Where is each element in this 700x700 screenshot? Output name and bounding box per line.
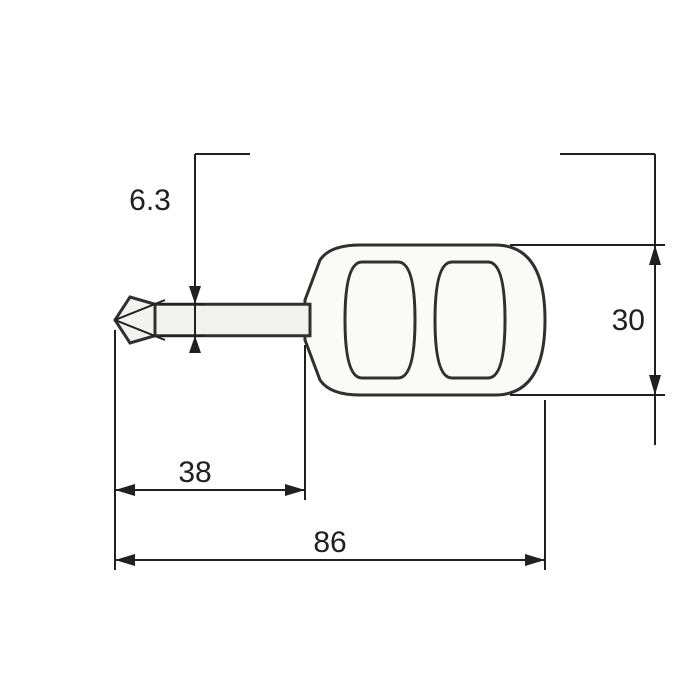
dim-38-arrow-l: [115, 484, 135, 496]
dim-86-arrow-l: [115, 554, 135, 566]
grip-lobe-right: [435, 262, 505, 378]
grip-lobe-left: [345, 262, 415, 378]
tip-outline: [115, 297, 155, 343]
dim-86-arrow-r: [525, 554, 545, 566]
dim-63-text: 6.3: [129, 184, 171, 217]
handle-body: [305, 245, 545, 395]
shaft: [155, 304, 310, 336]
dim-86-text: 86: [313, 526, 346, 559]
dim-38-text: 38: [178, 456, 211, 489]
dim-30-arrow-b: [649, 375, 661, 395]
technical-drawing: 38 86 6.3 30: [0, 0, 700, 700]
dim-38-arrow-r: [285, 484, 305, 496]
dim-63-arrow-b: [189, 336, 201, 353]
dim-30-arrow-t: [649, 245, 661, 265]
dim-63-arrow-t: [189, 286, 201, 304]
dim-30-text: 30: [612, 304, 645, 337]
